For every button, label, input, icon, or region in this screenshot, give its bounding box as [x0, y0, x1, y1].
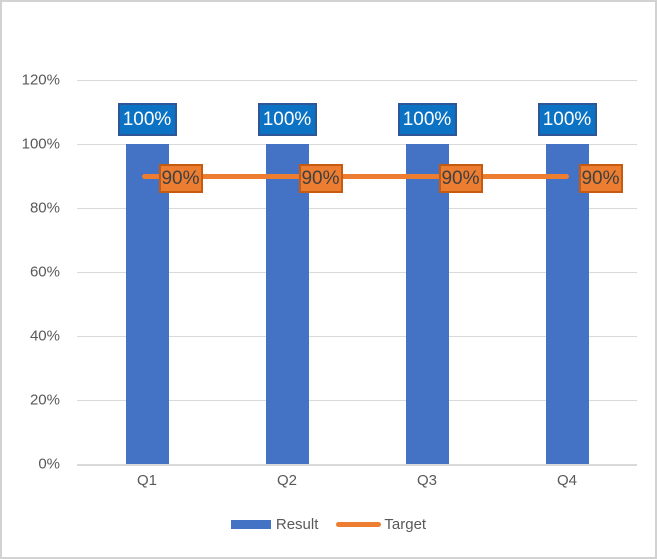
result-data-label[interactable]: 100% — [257, 103, 317, 136]
gridline — [77, 208, 637, 209]
gridline — [77, 400, 637, 401]
legend-label: Result — [275, 516, 319, 533]
y-axis-tick-label: 20% — [29, 391, 60, 409]
x-axis-line — [77, 464, 637, 466]
x-axis-label: Q1 — [136, 472, 157, 489]
result-data-label[interactable]: 100% — [397, 103, 457, 136]
y-axis-tick-label: 40% — [29, 327, 60, 345]
result-bar[interactable] — [405, 144, 449, 464]
result-bar[interactable] — [545, 144, 589, 464]
gridline — [77, 272, 637, 273]
legend-item-result[interactable]: Result — [230, 516, 319, 533]
x-axis-label: Q3 — [416, 472, 437, 489]
gridline — [77, 336, 637, 337]
target-data-label[interactable]: 90% — [158, 164, 203, 193]
x-axis-label: Q4 — [556, 472, 577, 489]
y-axis-tick-label: 80% — [29, 199, 60, 217]
gridline — [77, 80, 637, 81]
result-data-label[interactable]: 100% — [117, 103, 177, 136]
target-data-label[interactable]: 90% — [298, 164, 343, 193]
legend-item-target[interactable]: Target — [336, 516, 426, 533]
target-data-label[interactable]: 90% — [438, 164, 483, 193]
legend-label: Target — [384, 516, 427, 533]
legend-swatch-result — [230, 520, 271, 529]
result-bar[interactable] — [265, 144, 309, 464]
y-axis-tick-label: 60% — [29, 263, 60, 281]
target-data-label[interactable]: 90% — [578, 164, 623, 193]
result-data-label[interactable]: 100% — [537, 103, 597, 136]
target-line[interactable] — [142, 173, 569, 179]
y-axis-tick-label: 0% — [38, 455, 60, 473]
result-bar[interactable] — [125, 144, 169, 464]
legend-swatch-target — [336, 522, 382, 527]
x-axis-label: Q2 — [276, 472, 297, 489]
y-axis-tick-label: 100% — [21, 135, 60, 153]
chart-legend: Result Target — [2, 516, 655, 533]
gridline — [77, 144, 637, 145]
y-axis-tick-label: 120% — [21, 71, 60, 89]
